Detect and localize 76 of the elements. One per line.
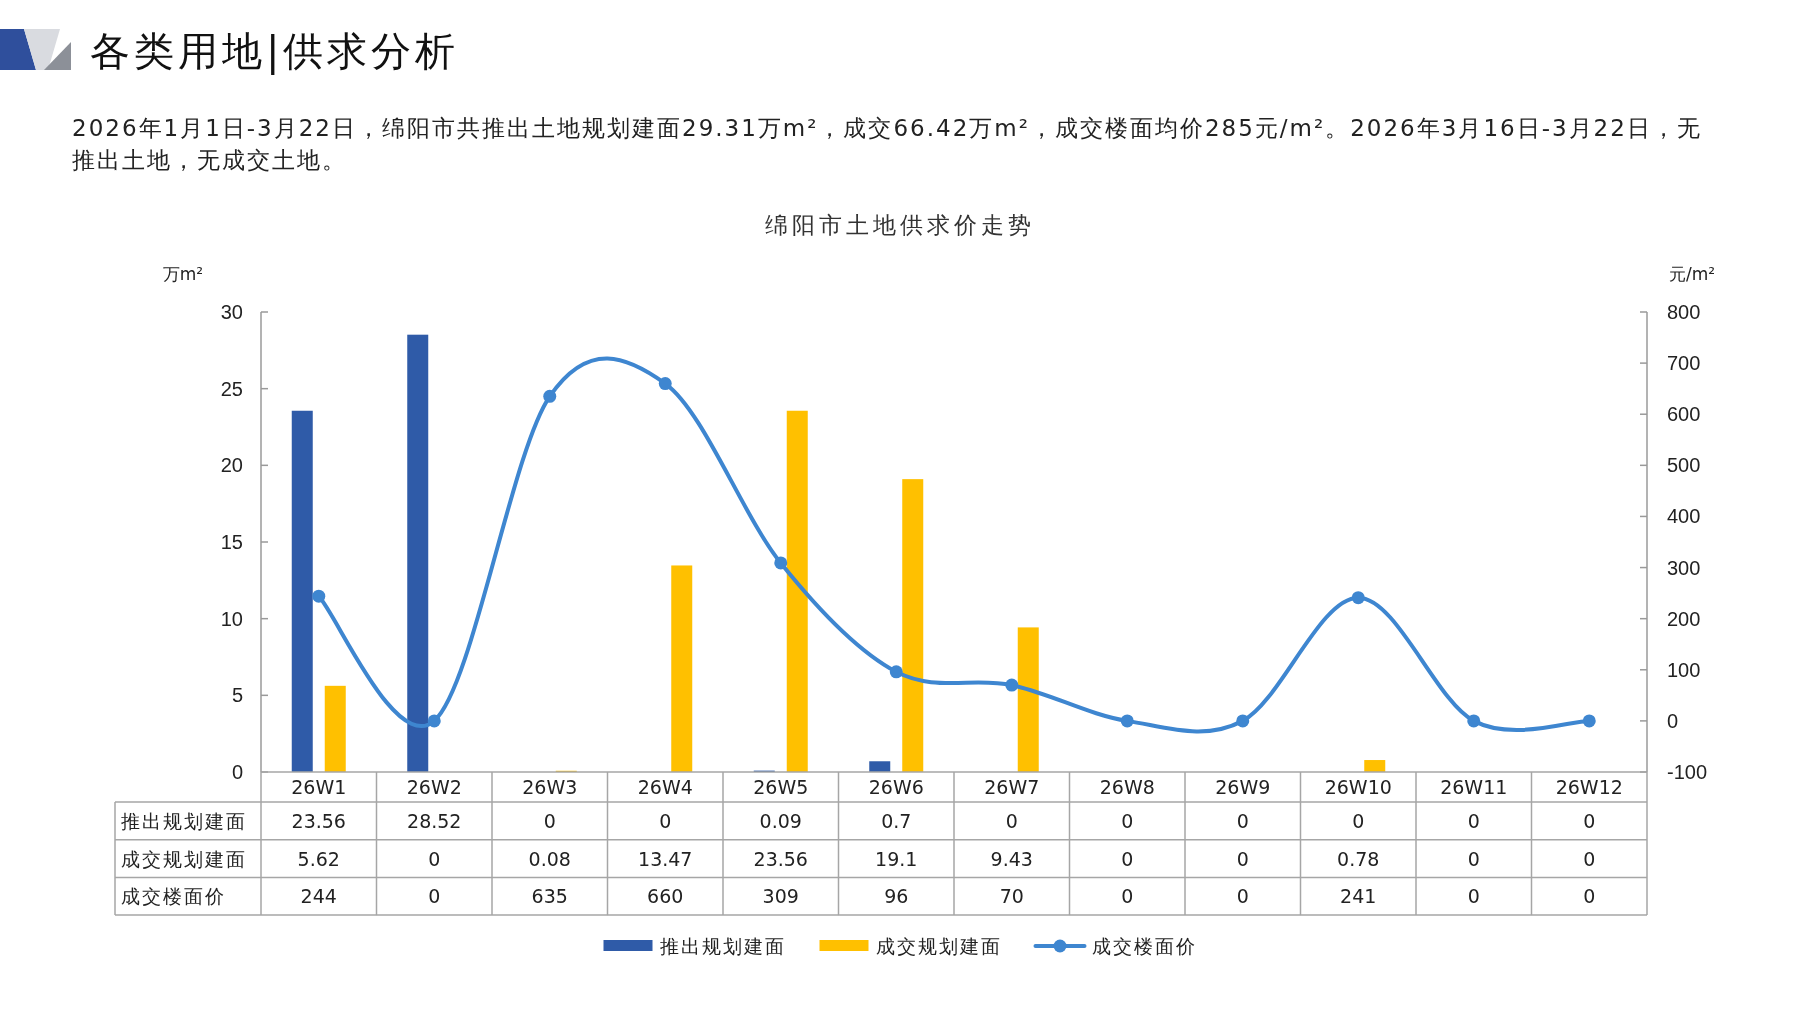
- data-label: 0: [1236, 847, 1249, 870]
- data-label: 0.09: [759, 809, 802, 832]
- data-label: 244: [300, 885, 337, 908]
- x-tick-label: 26W9: [1215, 776, 1271, 798]
- data-label: 0: [1005, 809, 1018, 832]
- x-tick-label: 26W4: [637, 776, 693, 798]
- data-label: 309: [762, 885, 799, 908]
- y2-tick-label: 100: [1667, 658, 1701, 681]
- data-label: 635: [531, 885, 568, 908]
- data-label: 0.7: [881, 809, 912, 832]
- data-label: 0: [1121, 809, 1134, 832]
- data-label: 0: [1583, 847, 1596, 870]
- y-tick-label: 15: [220, 531, 243, 553]
- legend-label: 成交楼面价: [1091, 935, 1197, 957]
- y2-tick-label: 400: [1667, 505, 1701, 528]
- data-label: 0: [1121, 885, 1134, 908]
- data-label: 0: [543, 809, 556, 832]
- legend-label: 推出规划建面: [659, 935, 786, 957]
- y2-axis-title: 元/m²: [1668, 264, 1716, 284]
- legend-label: 成交规划建面: [875, 935, 1002, 957]
- x-tick-label: 26W11: [1440, 776, 1508, 798]
- x-tick-label: 26W12: [1555, 776, 1623, 798]
- data-label: 0: [428, 847, 441, 870]
- text: 各类用地|供求分析: [90, 28, 460, 75]
- y-axis-title: 万m²: [162, 264, 204, 284]
- data-label: 19.1: [875, 847, 918, 870]
- x-tick-label: 26W8: [1099, 776, 1155, 798]
- data-label: 70: [999, 885, 1024, 908]
- y2-tick-label: -100: [1667, 761, 1708, 783]
- data-label: 96: [884, 885, 909, 908]
- data-label: 0: [1583, 809, 1596, 832]
- y-tick-label: 20: [220, 454, 243, 477]
- y2-tick-label: 700: [1667, 352, 1701, 375]
- y2-tick-label: 600: [1667, 403, 1701, 426]
- y-tick-label: 0: [231, 761, 243, 783]
- text: 推出规划建面: [121, 809, 247, 832]
- data-label: 0: [1467, 809, 1480, 832]
- x-tick-label: 26W2: [406, 776, 462, 798]
- data-label: 0: [1236, 809, 1249, 832]
- x-tick-label: 26W7: [984, 776, 1040, 798]
- data-label: 0: [1467, 847, 1480, 870]
- data-label: 0: [428, 885, 441, 908]
- data-label: 0: [1583, 885, 1596, 908]
- data-label: 28.52: [407, 809, 462, 832]
- x-tick-label: 26W3: [522, 776, 578, 798]
- data-label: 23.56: [753, 847, 808, 870]
- text: 2026年1月1日-3月22日，绵阳市共推出土地规划建面29.31万m²，成交66.42万m²，成交楼面均价285元/m²。2026年3月16日-3月22日，无推出土地，无成交土地。: [72, 114, 1703, 175]
- data-label: 5.62: [297, 847, 340, 870]
- y2-tick-label: 300: [1667, 556, 1701, 579]
- y-tick-label: 30: [220, 301, 243, 323]
- data-label: 0.78: [1337, 847, 1380, 870]
- x-tick-label: 26W1: [291, 776, 347, 798]
- y-tick-label: 25: [220, 377, 243, 400]
- data-label: 0: [1121, 847, 1134, 870]
- chart-title: 绵阳市土地供求价走势: [765, 212, 1035, 238]
- x-tick-label: 26W10: [1324, 776, 1392, 798]
- data-label: 0: [1467, 885, 1480, 908]
- y2-tick-label: 800: [1667, 301, 1701, 323]
- x-tick-label: 26W5: [753, 776, 809, 798]
- y2-tick-label: 200: [1667, 607, 1701, 630]
- data-label: 241: [1340, 885, 1377, 908]
- text: 成交楼面价: [121, 885, 226, 908]
- data-label: 0: [1352, 809, 1365, 832]
- data-label: 13.47: [638, 847, 693, 870]
- y-tick-label: 10: [220, 607, 243, 630]
- data-label: 0.08: [528, 847, 571, 870]
- data-label: 0: [659, 809, 672, 832]
- y2-tick-label: 500: [1667, 454, 1701, 477]
- y-tick-label: 5: [231, 684, 243, 707]
- data-label: 23.56: [291, 809, 346, 832]
- data-label: 0: [1236, 885, 1249, 908]
- y2-tick-label: 0: [1667, 709, 1679, 732]
- x-tick-label: 26W6: [868, 776, 924, 798]
- data-label: 9.43: [990, 847, 1033, 870]
- text: 成交规划建面: [121, 847, 247, 870]
- data-label: 660: [647, 885, 684, 908]
